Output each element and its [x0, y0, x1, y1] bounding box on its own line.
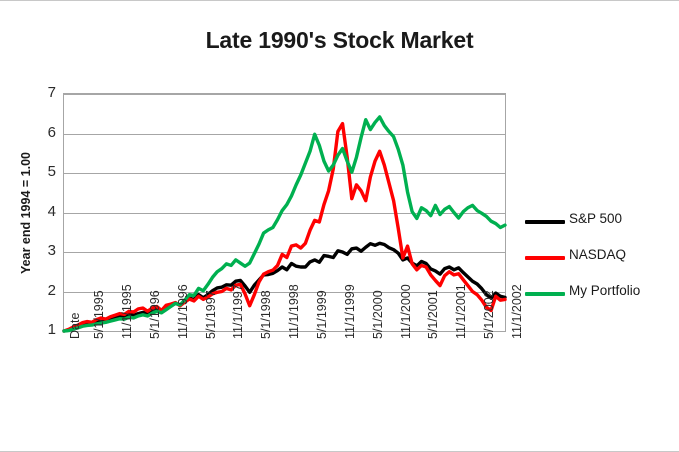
y-axis-tick-label: 7 [47, 84, 56, 101]
y-axis-tick-label: 2 [47, 281, 56, 299]
series-line [62, 241, 507, 333]
x-axis-tick-label: 5/1/1998 [259, 290, 274, 339]
y-axis-tick-label: 3 [47, 242, 56, 259]
x-axis-tick-label: 11/1/1995 [120, 284, 135, 339]
x-axis-tick-label: 11/1/1997 [231, 284, 246, 339]
x-axis-tick-label: 11/1/1999 [342, 284, 357, 339]
x-axis-tick-label: 5/1/1996 [147, 290, 162, 339]
chart-title: Late 1990's Stock Market [205, 27, 474, 53]
legend-color-swatch [525, 220, 565, 224]
x-axis-tick-label: 11/1/1996 [175, 284, 190, 339]
series-line [62, 121, 507, 333]
data-series-layer [62, 115, 507, 333]
x-axis-tick-label: 5/1/2000 [370, 290, 385, 339]
x-axis-tick-label: 5/1/1997 [203, 290, 218, 339]
legend-label: My Portfolio [569, 283, 641, 298]
y-axis-tick-label: 6 [47, 123, 56, 141]
series-line [62, 115, 507, 333]
x-axis-tick-label: 5/1/1995 [92, 290, 107, 339]
x-axis-origin-label: Date [68, 312, 82, 339]
x-axis-tick-label: 11/1/2000 [398, 284, 413, 339]
legend-color-swatch [525, 256, 565, 260]
legend-label: S&P 500 [569, 211, 623, 226]
plot-border [63, 93, 506, 332]
x-axis-tick-label: 11/1/2001 [454, 284, 469, 339]
x-axis-tick-label: 5/1/1999 [315, 290, 330, 339]
x-axis-tick-label: 5/1/2001 [426, 290, 441, 339]
x-axis-tick-label: 11/1/2002 [510, 284, 524, 339]
y-axis-tick-label: 4 [47, 202, 56, 220]
x-axis-tick-label: 5/1/2002 [482, 290, 497, 339]
legend-color-swatch [525, 292, 565, 296]
legend-label: NASDAQ [569, 247, 627, 262]
y-axis-tick-label: 1 [47, 321, 56, 338]
x-axis-tick-label: 11/1/1998 [287, 284, 302, 339]
y-axis-tick-label: 5 [47, 163, 56, 180]
